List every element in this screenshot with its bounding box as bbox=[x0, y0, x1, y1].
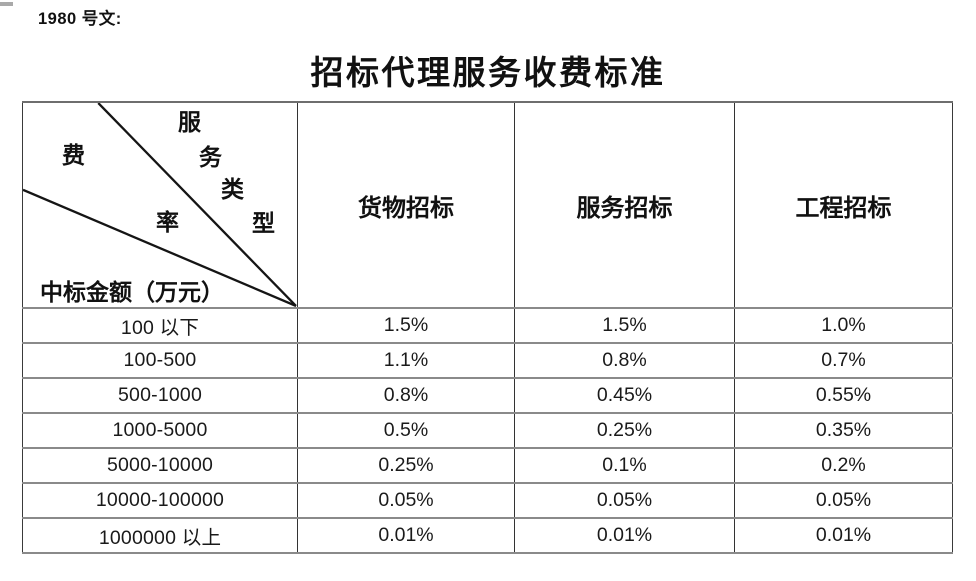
col-header-service: 服务招标 bbox=[514, 101, 735, 309]
row-label-cell: 1000000 以上 bbox=[22, 517, 298, 554]
row-label-cell: 500-1000 bbox=[22, 377, 298, 414]
col-header-works: 工程招标 bbox=[734, 101, 953, 309]
fee-value-cell: 0.01% bbox=[297, 517, 515, 554]
diagonal-corner-content: 费 率 服 务 类 型 中标金额（万元） bbox=[23, 103, 297, 307]
corner-label-service-char-3: 类 bbox=[221, 177, 244, 202]
fee-value-cell: 0.2% bbox=[734, 447, 953, 484]
row-label-cell: 10000-100000 bbox=[22, 482, 298, 519]
fee-value-cell: 1.5% bbox=[297, 307, 515, 344]
table-row: 1000000 以上 0.01% 0.01% 0.01% bbox=[22, 517, 953, 554]
fee-value-cell: 1.0% bbox=[734, 307, 953, 344]
fee-value-cell: 0.5% bbox=[297, 412, 515, 449]
corner-label-rate-char: 率 bbox=[156, 210, 179, 235]
row-label-cell: 1000-5000 bbox=[22, 412, 298, 449]
diagonal-corner-cell: 费 率 服 务 类 型 中标金额（万元） bbox=[22, 101, 298, 309]
fee-value-cell: 1.1% bbox=[297, 342, 515, 379]
page-title: 招标代理服务收费标准 bbox=[310, 56, 666, 92]
row-label-cell: 100 以下 bbox=[22, 307, 298, 344]
doc-reference: 1980 号文: bbox=[38, 10, 122, 28]
fee-value-cell: 0.35% bbox=[734, 412, 953, 449]
table-header: 费 率 服 务 类 型 中标金额（万元） 货物招标 服务招标 工程招标 bbox=[22, 101, 953, 309]
corner-label-service-char-2: 务 bbox=[199, 145, 222, 170]
corner-label-service-char-4: 型 bbox=[252, 211, 275, 236]
corner-label-fee-char: 费 bbox=[62, 143, 85, 168]
row-label-cell: 100-500 bbox=[22, 342, 298, 379]
fee-value-cell: 0.25% bbox=[514, 412, 735, 449]
fee-value-cell: 0.05% bbox=[297, 482, 515, 519]
fee-value-cell: 0.01% bbox=[734, 517, 953, 554]
fee-value-cell: 0.1% bbox=[514, 447, 735, 484]
table-row: 100-500 1.1% 0.8% 0.7% bbox=[22, 342, 953, 379]
diagonal-line-upper bbox=[97, 103, 297, 307]
table-row: 100 以下 1.5% 1.5% 1.0% bbox=[22, 307, 953, 344]
header-row: 费 率 服 务 类 型 中标金额（万元） 货物招标 服务招标 工程招标 bbox=[22, 101, 953, 309]
col-header-goods: 货物招标 bbox=[297, 101, 515, 309]
fee-value-cell: 0.05% bbox=[734, 482, 953, 519]
window-edge-fragment bbox=[0, 2, 13, 6]
fee-value-cell: 0.8% bbox=[514, 342, 735, 379]
table-row: 10000-100000 0.05% 0.05% 0.05% bbox=[22, 482, 953, 519]
row-label-cell: 5000-10000 bbox=[22, 447, 298, 484]
diagonal-line-lower bbox=[23, 188, 297, 307]
fee-value-cell: 0.7% bbox=[734, 342, 953, 379]
table-row: 500-1000 0.8% 0.45% 0.55% bbox=[22, 377, 953, 414]
fee-value-cell: 0.55% bbox=[734, 377, 953, 414]
diagonal-lines bbox=[23, 103, 297, 307]
fee-value-cell: 0.25% bbox=[297, 447, 515, 484]
corner-label-service-char-1: 服 bbox=[178, 110, 201, 135]
table-row: 1000-5000 0.5% 0.25% 0.35% bbox=[22, 412, 953, 449]
fee-value-cell: 0.8% bbox=[297, 377, 515, 414]
fee-value-cell: 0.45% bbox=[514, 377, 735, 414]
corner-amount-label: 中标金额（万元） bbox=[40, 280, 224, 305]
fee-value-cell: 1.5% bbox=[514, 307, 735, 344]
fee-standard-table: 费 率 服 务 类 型 中标金额（万元） 货物招标 服务招标 工程招标 100 … bbox=[22, 101, 953, 554]
fee-value-cell: 0.05% bbox=[514, 482, 735, 519]
table-body: 100 以下 1.5% 1.5% 1.0% 100-500 1.1% 0.8% … bbox=[22, 307, 953, 554]
fee-value-cell: 0.01% bbox=[514, 517, 735, 554]
table-row: 5000-10000 0.25% 0.1% 0.2% bbox=[22, 447, 953, 484]
